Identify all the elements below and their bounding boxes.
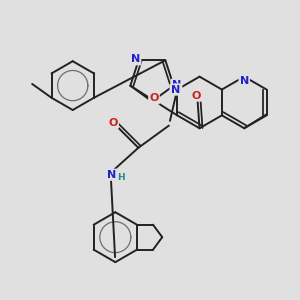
Text: O: O — [192, 91, 201, 100]
Text: N: N — [171, 85, 180, 94]
Text: N: N — [107, 170, 116, 180]
Text: O: O — [109, 118, 118, 128]
Text: N: N — [240, 76, 249, 85]
Text: N: N — [131, 54, 140, 64]
Text: O: O — [149, 93, 159, 103]
Text: N: N — [172, 80, 181, 90]
Text: H: H — [117, 173, 124, 182]
